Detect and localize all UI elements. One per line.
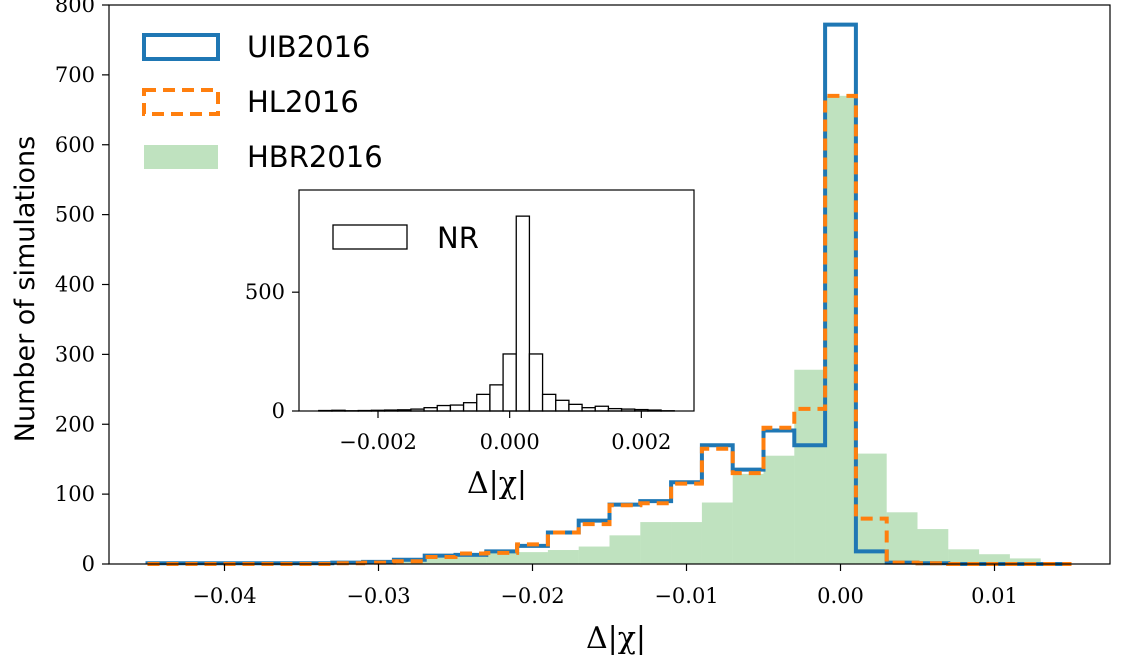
legend-label-hbr2016: HBR2016: [247, 140, 383, 174]
hbr2016-bar: [825, 95, 856, 565]
legend-label-hl2016: HL2016: [247, 85, 359, 119]
hbr2016-bar: [917, 529, 949, 564]
x-tick-label: 0.01: [971, 584, 1018, 608]
series-hl2016-outline: [147, 93, 1072, 566]
x-tick-label: 0.00: [817, 584, 864, 608]
nr-bar: [462, 402, 478, 412]
main-x-ticks: −0.04 −0.03 −0.02 −0.01 0.00 0.01: [192, 564, 1018, 608]
hbr2016-bar: [794, 369, 826, 564]
x-tick-label: −0.04: [192, 584, 256, 608]
y-tick-label: 400: [55, 273, 95, 297]
y-tick-label: 800: [55, 0, 95, 17]
y-tick-label: 100: [55, 482, 95, 506]
hbr2016-bar: [701, 502, 733, 564]
x-tick-label: −0.01: [654, 584, 718, 608]
hbr2016-bar: [948, 549, 980, 564]
nr-bar: [515, 215, 531, 412]
inset-legend: NR: [332, 221, 479, 255]
legend-swatch-nr: [332, 224, 408, 250]
inset-background: [299, 190, 694, 411]
legend-swatch-uib2016: [142, 33, 220, 61]
nr-bar: [502, 353, 517, 412]
y-tick-label: 0: [82, 552, 95, 576]
hl2016-step-line: [147, 93, 1072, 566]
inset-y-ticks: 0 500: [245, 280, 299, 423]
x-tick-label: −0.02: [500, 584, 564, 608]
y-tick-label: 700: [55, 63, 95, 87]
nr-bar: [449, 404, 465, 412]
nr-bar: [555, 399, 570, 412]
nr-bar: [489, 384, 504, 412]
nr-bar: [528, 353, 544, 412]
x-tick-label: −0.03: [346, 584, 410, 608]
inset-x-tick-label: 0.000: [480, 430, 540, 454]
y-tick-label: 200: [55, 412, 95, 436]
hbr2016-bar: [640, 522, 672, 564]
hbr2016-bar: [671, 522, 702, 564]
hbr2016-bar: [455, 557, 487, 564]
nr-bar: [436, 404, 452, 412]
hbr2016-bar: [763, 455, 795, 564]
hbr2016-bar: [609, 535, 641, 564]
inset-x-tick-label: 0.002: [611, 430, 671, 454]
hbr2016-bar: [979, 554, 1010, 564]
hbr2016-bar: [393, 560, 425, 564]
legend-label-nr: NR: [437, 221, 479, 255]
hbr2016-bar: [547, 550, 579, 564]
hbr2016-bar: [424, 557, 456, 564]
legend-label-uib2016: UIB2016: [247, 30, 370, 64]
main-x-axis-label: Δ|χ|: [586, 621, 646, 656]
inset-plot-frame: [298, 189, 695, 412]
hbr2016-bar: [578, 546, 610, 564]
inset-histogram: −0.002 0.000 0.002 0 500 Δ|χ| NR: [245, 189, 695, 501]
inset-y-tick-label: 0: [272, 399, 285, 423]
nr-bar: [594, 405, 610, 412]
hbr2016-bar: [886, 512, 918, 564]
nr-bar: [541, 393, 557, 412]
inset-x-axis-label: Δ|χ|: [467, 466, 527, 501]
hbr2016-bar: [732, 473, 764, 564]
legend-swatch-hbr2016: [144, 145, 218, 169]
y-tick-label: 300: [55, 342, 95, 366]
main-histogram: −0.04 −0.03 −0.02 −0.01 0.00 0.01 0 100 200 300 4…: [10, 0, 1111, 656]
main-y-axis-label: Number of simulations: [10, 136, 41, 442]
legend-swatch-hl2016: [142, 88, 220, 116]
hbr2016-bar: [1009, 558, 1041, 564]
nr-bar: [568, 403, 583, 412]
main-y-ticks: 0 100 200 300 400 500 600 700 800: [55, 0, 109, 576]
inset-x-tick-label: −0.002: [339, 430, 417, 454]
y-tick-label: 600: [55, 133, 95, 157]
hbr2016-bar: [486, 552, 518, 564]
hbr2016-bar: [855, 453, 887, 564]
hbr2016-bar: [517, 552, 548, 564]
inset-y-tick-label: 500: [245, 280, 285, 304]
main-legend: UIB2016 HL2016 HBR2016: [142, 30, 383, 174]
inset-x-ticks: −0.002 0.000 0.002: [339, 411, 671, 454]
nr-bar: [476, 393, 491, 412]
series-hbr2016-bars: [363, 95, 1041, 565]
y-tick-label: 500: [55, 203, 95, 227]
